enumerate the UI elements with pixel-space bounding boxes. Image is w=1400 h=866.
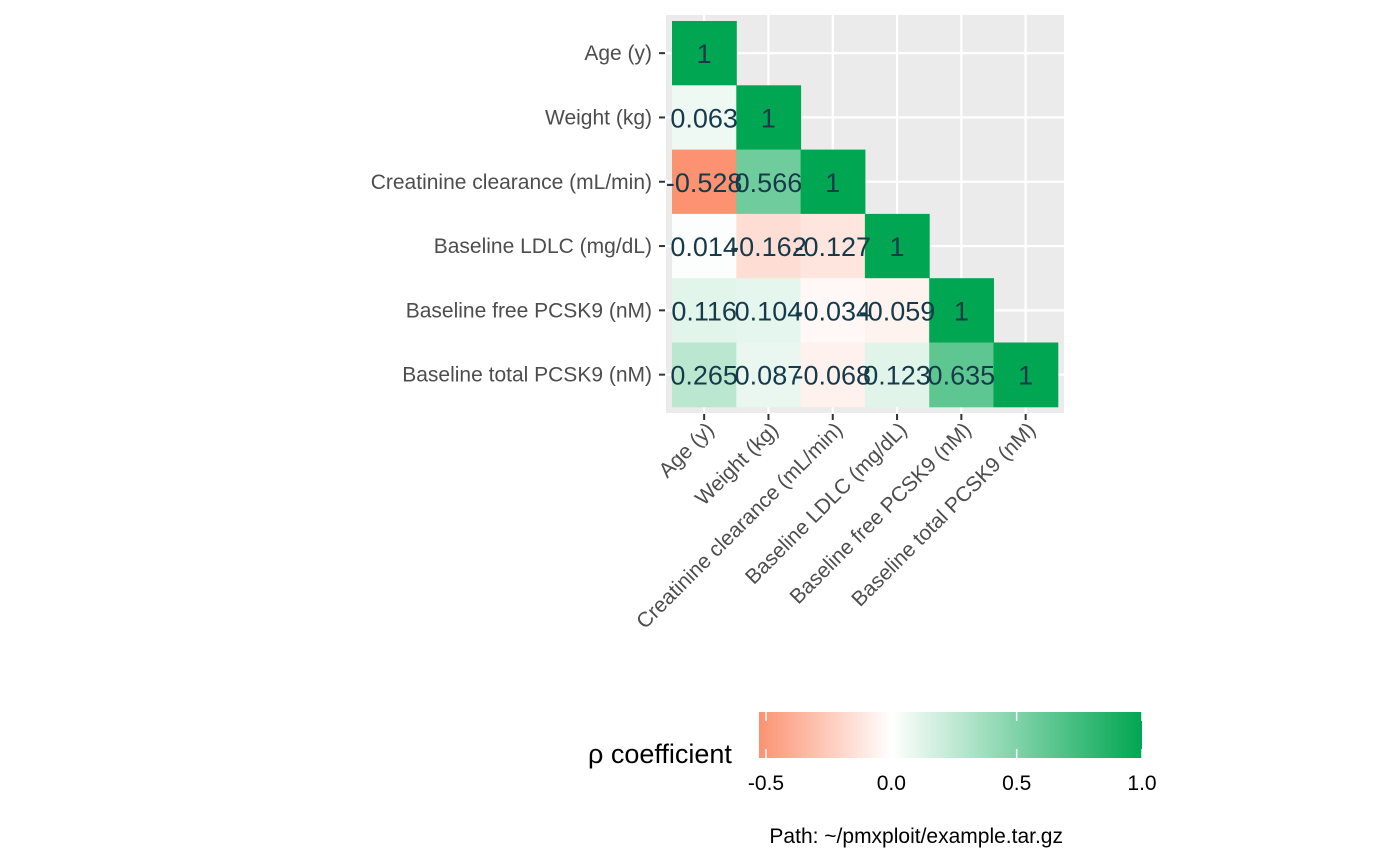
heatmap-cell xyxy=(672,213,737,279)
heatmap-cell xyxy=(736,342,802,408)
heatmap-cell xyxy=(929,342,994,408)
heatmap-cell xyxy=(672,342,737,408)
heatmap-cell xyxy=(672,278,737,343)
legend-title: ρ coefficient xyxy=(588,739,732,769)
cell-value-label: 0.116 xyxy=(671,296,737,326)
heatmap-cell xyxy=(929,278,994,343)
legend-tick-label: 0.0 xyxy=(877,772,906,795)
legend-tick-label: 1.0 xyxy=(1127,772,1156,795)
cell-value-label: 0.566 xyxy=(735,168,803,198)
cell-value-label: 1 xyxy=(954,296,969,326)
heatmap-cell xyxy=(800,149,866,215)
legend-colorbar xyxy=(759,712,1142,758)
cell-value-label: 1 xyxy=(1018,361,1033,391)
cell-value-label: 0.104 xyxy=(735,296,803,326)
x-axis: Age (y)Weight (kg)Creatinine clearance (… xyxy=(632,414,1040,633)
heatmap-cells xyxy=(672,21,1059,408)
cell-value-label: -0.059 xyxy=(859,296,936,326)
y-tick-label: Baseline free PCSK9 (nM) xyxy=(406,299,652,322)
legend-tick-label: -0.5 xyxy=(748,772,784,795)
cell-value-label: -0.127 xyxy=(794,232,871,262)
heatmap-cell xyxy=(736,213,802,279)
cell-value-label: 0.635 xyxy=(928,361,996,391)
y-tick-label: Baseline LDLC (mg/dL) xyxy=(434,235,652,258)
heatmap-cell xyxy=(800,342,866,408)
cell-value-label: 1 xyxy=(890,232,905,262)
y-tick-label: Weight (kg) xyxy=(545,106,652,129)
heatmap-cell xyxy=(672,21,737,86)
cell-value-label: 1 xyxy=(697,39,712,69)
heatmap-cell xyxy=(800,213,866,279)
x-tick-label: Age (y) xyxy=(655,418,719,482)
caption: Path: ~/pmxploit/example.tar.gz xyxy=(769,825,1063,848)
cell-value-label: -0.162 xyxy=(730,232,807,262)
heatmap-cell xyxy=(736,85,802,151)
heatmap-cell xyxy=(736,278,802,343)
y-tick-label: Creatinine clearance (mL/min) xyxy=(371,171,652,194)
cell-value-label: 1 xyxy=(825,168,840,198)
cell-value-label: -0.068 xyxy=(794,361,871,391)
cell-value-label: -0.034 xyxy=(794,296,871,326)
heatmap-cell xyxy=(864,278,930,343)
heatmap-cell xyxy=(800,278,866,343)
legend-ticks: -0.5 0.0 0.5 1.0 xyxy=(748,712,1157,795)
legend-tick-label: 0.5 xyxy=(1002,772,1031,795)
cell-value-label: 0.063 xyxy=(670,103,738,133)
y-tick-label: Baseline total PCSK9 (nM) xyxy=(402,364,652,387)
cell-value-label: 1 xyxy=(761,103,776,133)
heatmap-cell xyxy=(864,342,930,408)
y-axis: Age (y) Weight (kg) Creatinine clearance (… xyxy=(371,42,665,387)
cell-value-label: 0.265 xyxy=(670,361,738,391)
heatmap-cell xyxy=(993,342,1059,408)
heatmap-cell xyxy=(672,149,737,215)
heatmap-cell xyxy=(672,85,737,151)
y-tick-label: Age (y) xyxy=(584,42,652,65)
heatmap-cell xyxy=(864,213,930,279)
heatmap-cell xyxy=(736,149,802,215)
cell-value-label: -0.528 xyxy=(666,168,743,198)
cell-value-label: 0.014 xyxy=(670,232,738,262)
cell-value-label: 0.123 xyxy=(863,361,931,391)
cell-value-label: 0.087 xyxy=(735,361,803,391)
